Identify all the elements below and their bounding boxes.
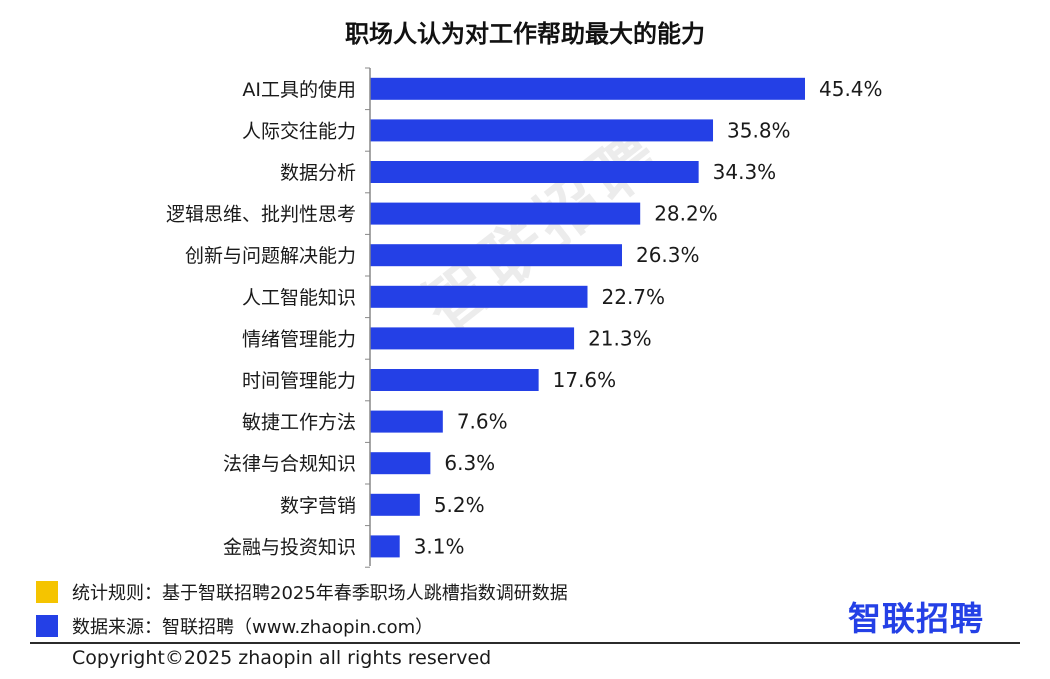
- bar-2: [370, 161, 699, 183]
- legend-source-swatch: [36, 615, 58, 637]
- category-label-4: 创新与问题解决能力: [185, 245, 356, 267]
- bar-chart: AI工具的使用 45.4% 人际交往能力 35.8% 数据分析 34.3% 逻辑思维、批判性…: [166, 67, 883, 568]
- category-label-6: 情绪管理能力: [242, 328, 356, 350]
- copyright-text: Copyright©2025 zhaopin all rights reserv…: [72, 647, 492, 669]
- category-label-7: 时间管理能力: [242, 370, 356, 392]
- bar-4: [370, 244, 622, 267]
- bar-0: [370, 77, 805, 100]
- value-label-2: 34.3%: [713, 160, 777, 184]
- category-label-11: 金融与投资知识: [223, 536, 356, 558]
- category-label-1: 人际交往能力: [242, 120, 356, 142]
- category-label-2: 数据分析: [280, 162, 356, 184]
- legend-rule-swatch: [36, 581, 58, 603]
- category-label-9: 法律与合规知识: [223, 453, 356, 475]
- bar-1: [370, 119, 714, 142]
- footer-divider: [30, 642, 1020, 644]
- bar-11: [370, 535, 400, 558]
- bar-8: [370, 410, 443, 433]
- category-label-0: AI工具的使用: [242, 79, 356, 101]
- legend-rule-item: 统计规则：基于智联招聘2025年春季职场人跳槽指数调研数据: [36, 580, 568, 604]
- value-label-11: 3.1%: [414, 534, 465, 558]
- category-label-10: 数字营销: [280, 495, 356, 517]
- bar-10: [370, 493, 420, 516]
- bar-5: [370, 285, 588, 308]
- value-label-8: 7.6%: [457, 410, 508, 434]
- category-label-5: 人工智能知识: [242, 287, 356, 309]
- bar-3: [370, 202, 641, 225]
- zhaopin-logo: 智联招聘: [848, 599, 984, 638]
- category-label-8: 敏捷工作方法: [242, 412, 356, 434]
- legend-source-item: 数据来源：智联招聘（www.zhaopin.com）: [36, 614, 433, 638]
- legend-source-text: 数据来源：智联招聘（www.zhaopin.com）: [72, 617, 434, 638]
- chart-title: 职场人认为对工作帮助最大的能力: [345, 20, 705, 48]
- bar-6: [370, 327, 575, 350]
- value-label-4: 26.3%: [636, 243, 700, 267]
- value-label-10: 5.2%: [434, 493, 485, 517]
- category-label-3: 逻辑思维、批判性思考: [166, 204, 356, 226]
- bar-7: [370, 369, 539, 391]
- value-label-7: 17.6%: [553, 368, 617, 392]
- value-label-5: 22.7%: [602, 285, 666, 309]
- value-label-3: 28.2%: [654, 202, 718, 226]
- value-label-9: 6.3%: [444, 451, 495, 475]
- value-label-1: 35.8%: [727, 118, 791, 142]
- value-label-0: 45.4%: [819, 77, 883, 101]
- bar-9: [370, 452, 431, 475]
- legend-rule-text: 统计规则：基于智联招聘2025年春季职场人跳槽指数调研数据: [72, 583, 568, 604]
- value-label-6: 21.3%: [588, 326, 652, 350]
